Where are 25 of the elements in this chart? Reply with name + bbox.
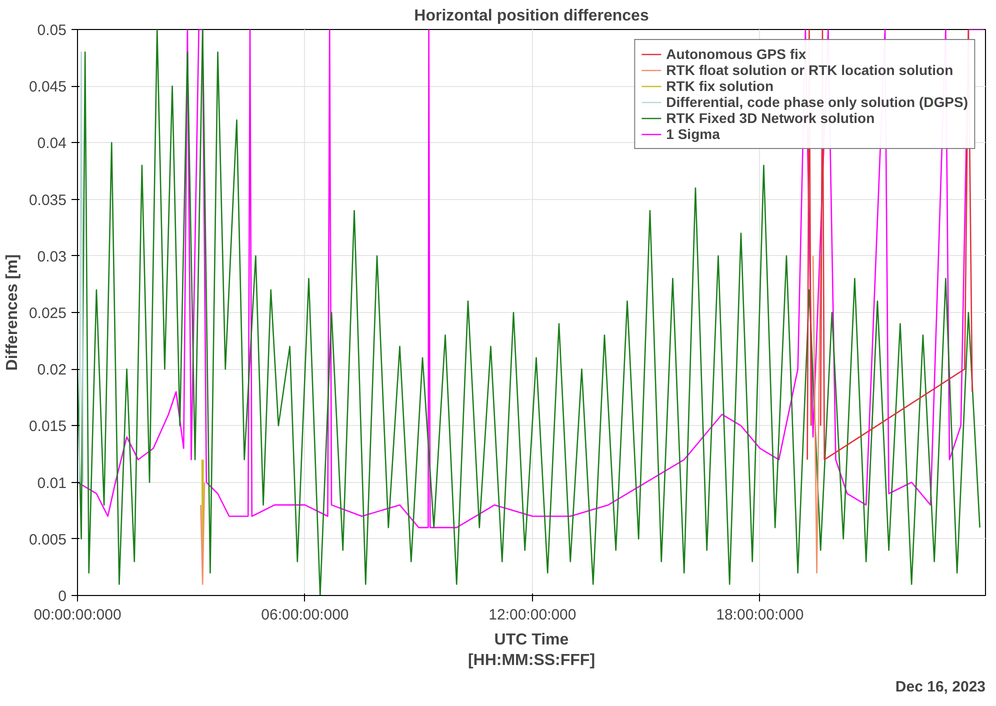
text: Dec 16, 2023 — [895, 678, 986, 696]
y-tick-label: 0.015 — [28, 418, 67, 436]
x-tick-label: 18:00:00:000 — [716, 606, 804, 624]
y-tick-label: 0.03 — [37, 248, 67, 266]
x-axis-title: UTC Time [HH:MM:SS:FFF] — [468, 632, 596, 669]
y-axis-title: Differences [m] — [4, 254, 21, 371]
legend-label: 1 Sigma — [666, 126, 720, 142]
y-tick-label: 0 — [58, 588, 66, 605]
y-tick-label: 0.035 — [28, 192, 67, 209]
y-tick-label: 0.005 — [28, 531, 67, 548]
x-tick-label: 12:00:00:000 — [488, 606, 576, 624]
x-tick-label: 06:00:00:000 — [261, 606, 349, 624]
y-tick-label: 0.01 — [37, 474, 67, 492]
chart-title: Horizontal position differences — [414, 8, 649, 24]
x-tick-label: 00:00:00:000 — [34, 606, 122, 624]
y-tick-label: 0.025 — [28, 305, 67, 322]
legend-label: RTK fix solution — [666, 78, 774, 94]
y-tick-label: 0.02 — [37, 362, 67, 379]
legend-label: RTK Fixed 3D Network solution — [666, 110, 875, 126]
y-tick-label: 0.05 — [37, 22, 67, 39]
y-tick-label: 0.045 — [28, 78, 67, 96]
legend-label: RTK float solution or RTK location solution — [666, 62, 954, 78]
legend-label: Differential, code phase only solution (DGPS) — [666, 94, 968, 110]
legend-label: Autonomous GPS fix — [666, 46, 806, 62]
y-tick-label: 0.04 — [37, 135, 67, 152]
